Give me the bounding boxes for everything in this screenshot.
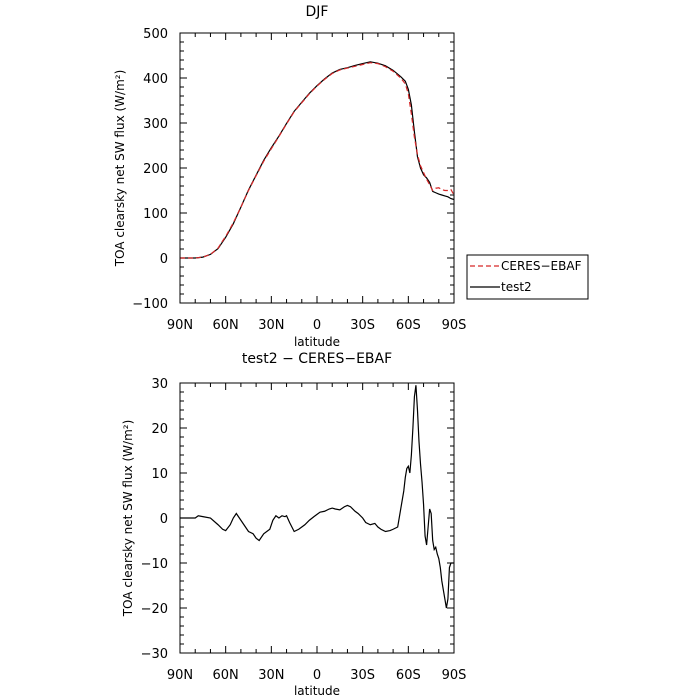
- top-chart-title: DJF: [306, 4, 329, 20]
- top-plot-frame: [179, 32, 455, 304]
- top-x-tick-label: 30N: [258, 318, 284, 333]
- bottom-x-tick-label: 90N: [167, 668, 193, 683]
- legend-box: [466, 254, 589, 300]
- top-x-tick-label: 60N: [213, 318, 239, 333]
- bottom-chart-title: test2 − CERES−EBAF: [242, 351, 392, 367]
- top-x-tick-label: 90N: [167, 318, 193, 333]
- bottom-x-tick-label: 90S: [442, 668, 467, 683]
- bottom-x-tick-label: 0: [313, 668, 321, 683]
- top-y-tick-label: 200: [143, 162, 168, 177]
- top-x-axis-label: latitude: [294, 335, 340, 349]
- top-y-axis-title: TOA clearsky net SW flux (W/m²): [113, 70, 127, 268]
- top-series-line-test2: [180, 61, 455, 259]
- top-y-tick-label: 400: [143, 72, 168, 87]
- top-x-tick-label: 0: [313, 318, 321, 333]
- top-y-axis-label: TOA clearsky net SW flux (W/m²): [113, 70, 127, 268]
- bottom-y-tick-label: 10: [151, 467, 168, 482]
- bottom-x-tick-label: 60S: [396, 668, 421, 683]
- bottom-y-tick-label: −30: [141, 647, 168, 662]
- top-plot-area: 90N 60N 30N 0 30S 60S 90S −100 0 100 200 300 400 500: [132, 27, 466, 333]
- bottom-plot-area: 90N 60N 30N 0 30S 60S 90S −30 −20 −10 0 10 20 30: [141, 377, 467, 683]
- bottom-plot-frame: [179, 382, 455, 654]
- panel-top: DJF TOA clearsky net SW flux (W/m²) lati…: [113, 4, 589, 349]
- bottom-y-tick-label: 30: [151, 377, 168, 392]
- bottom-y-tick-label: −10: [141, 557, 168, 572]
- bottom-y-axis-label: TOA clearsky net SW flux (W/m²): [121, 420, 135, 618]
- top-y-tick-label: 0: [160, 252, 168, 267]
- top-series-line-ceres-ebaf: [180, 62, 455, 259]
- legend-label-test2: test2: [501, 280, 532, 294]
- legend: CERES−EBAF test2: [466, 254, 589, 300]
- top-x-tick-label: 60S: [396, 318, 421, 333]
- bottom-x-tick-label: 30N: [258, 668, 284, 683]
- top-y-tick-label: −100: [132, 297, 168, 312]
- bottom-series-line-difference: [180, 385, 454, 609]
- bottom-y-tick-label: 20: [151, 422, 168, 437]
- top-x-tick-label: 30S: [350, 318, 375, 333]
- top-x-tick-label: 90S: [442, 318, 467, 333]
- panel-bottom: test2 − CERES−EBAF TOA clearsky net SW f…: [121, 351, 466, 698]
- legend-label-ceres: CERES−EBAF: [501, 259, 582, 273]
- top-y-tick-label: 300: [143, 117, 168, 132]
- top-y-tick-label: 100: [143, 207, 168, 222]
- top-y-tick-label: 500: [143, 27, 168, 42]
- bottom-x-tick-label: 60N: [213, 668, 239, 683]
- bottom-y-tick-label: −20: [141, 602, 168, 617]
- bottom-y-tick-label: 0: [160, 512, 168, 527]
- bottom-x-axis-label: latitude: [294, 684, 340, 698]
- bottom-x-tick-label: 30S: [350, 668, 375, 683]
- bottom-y-axis-title: TOA clearsky net SW flux (W/m²): [121, 420, 135, 618]
